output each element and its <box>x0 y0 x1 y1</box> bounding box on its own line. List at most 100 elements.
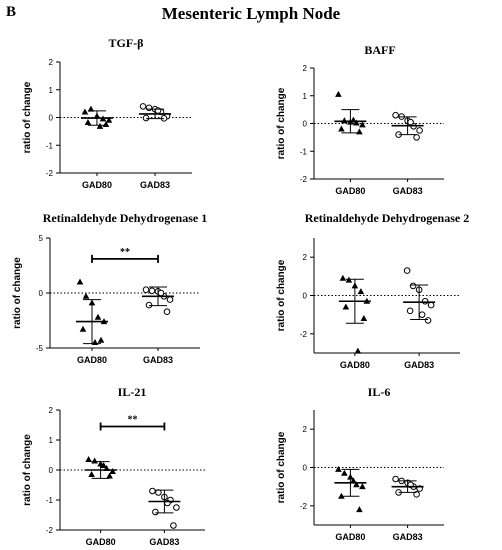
data-point-circle <box>416 127 423 134</box>
data-point-triangle <box>88 471 95 477</box>
data-point-triangle <box>105 116 113 123</box>
data-point-triangle <box>357 288 365 295</box>
y-axis-label: ratio of change <box>22 81 33 153</box>
x-tick-label: GAD80 <box>335 186 365 196</box>
chart-title: IL-21 <box>118 385 147 399</box>
data-point-circle <box>403 267 411 274</box>
data-point-circle <box>424 317 432 324</box>
data-point-circle <box>145 104 153 112</box>
y-tick-label: 1 <box>49 436 54 445</box>
x-tick-label: GAD83 <box>143 355 173 365</box>
x-tick-label: GAD80 <box>82 180 112 190</box>
data-point-triangle <box>106 472 113 479</box>
data-point-circle <box>170 522 177 529</box>
data-point-triangle <box>335 90 342 97</box>
chart-title: IL-6 <box>368 385 391 399</box>
y-axis-label: ratio of change <box>276 87 287 159</box>
data-point-triangle <box>359 121 366 128</box>
y-tick-label: 0 <box>49 114 54 123</box>
data-point-triangle <box>96 122 104 129</box>
data-point-triangle <box>84 118 92 125</box>
data-point-circle <box>413 491 420 498</box>
y-tick-label: -1 <box>46 141 54 150</box>
y-tick-label: -2 <box>300 175 308 184</box>
data-point-circle <box>152 508 159 516</box>
data-point-circle <box>139 103 147 110</box>
chart-title: Retinaldehyde Dehydrogenase 1 <box>43 211 207 225</box>
data-point-triangle <box>97 336 105 343</box>
significance-label: ** <box>128 415 138 426</box>
y-tick-label: -2 <box>300 330 308 339</box>
x-tick-label: GAD83 <box>393 186 423 196</box>
data-point-circle <box>142 114 150 122</box>
data-point-circle <box>163 308 171 316</box>
x-tick-label: GAD80 <box>77 355 107 365</box>
y-tick-label: -2 <box>300 502 308 511</box>
y-tick-label: 1 <box>303 92 308 101</box>
y-tick-label: 1 <box>49 86 54 95</box>
data-point-circle <box>166 296 174 303</box>
data-point-circle <box>421 297 429 305</box>
panel-letter: B <box>6 4 17 20</box>
data-point-circle <box>407 118 414 126</box>
y-tick-label: -2 <box>46 526 54 535</box>
y-tick-label: 2 <box>49 406 54 415</box>
data-point-triangle <box>94 313 102 320</box>
data-point-triangle <box>354 347 362 354</box>
x-tick-label: GAD83 <box>393 532 423 542</box>
y-tick-label: -1 <box>46 496 54 505</box>
y-tick-label: 0 <box>303 292 308 301</box>
data-point-circle <box>406 307 414 315</box>
data-point-triangle <box>341 469 348 476</box>
y-axis-label: ratio of change <box>22 434 33 506</box>
y-tick-label: 2 <box>303 64 308 73</box>
data-point-triangle <box>360 315 368 321</box>
data-point-triangle <box>350 477 357 484</box>
data-point-circle <box>149 487 156 495</box>
data-point-circle <box>148 287 156 295</box>
data-point-circle <box>145 301 153 309</box>
data-point-circle <box>418 311 426 318</box>
y-tick-label: -1 <box>300 147 308 156</box>
data-point-circle <box>142 286 150 294</box>
data-point-triangle <box>359 483 366 490</box>
y-tick-label: 0 <box>303 120 308 129</box>
y-axis-label: ratio of change <box>12 257 23 329</box>
data-point-triangle <box>100 462 107 468</box>
y-tick-label: 5 <box>39 234 44 243</box>
data-point-circle <box>173 504 180 511</box>
x-tick-label: GAD80 <box>340 360 370 370</box>
y-axis-label: ratio of change <box>276 431 287 503</box>
y-axis-label: ratio of change <box>276 259 287 331</box>
data-point-circle <box>157 289 165 297</box>
y-tick-label: 2 <box>303 425 308 434</box>
data-point-circle <box>427 301 435 309</box>
data-point-triangle <box>339 274 347 281</box>
data-point-circle <box>154 107 162 114</box>
significance-label: ** <box>120 247 130 258</box>
figure-title: Mesenteric Lymph Node <box>161 4 341 23</box>
data-point-triangle <box>87 105 95 112</box>
y-tick-label: 2 <box>303 253 308 262</box>
chart-title: BAFF <box>364 43 395 57</box>
data-point-triangle <box>338 125 345 132</box>
y-tick-label: -2 <box>46 169 54 178</box>
x-tick-label: GAD83 <box>140 180 170 190</box>
data-point-circle <box>392 475 399 483</box>
data-point-triangle <box>109 468 116 474</box>
data-point-circle <box>392 111 399 119</box>
data-point-triangle <box>335 465 342 472</box>
data-point-triangle <box>76 278 84 285</box>
y-tick-label: 0 <box>303 464 308 473</box>
data-point-triangle <box>79 325 87 332</box>
data-point-triangle <box>82 292 90 299</box>
y-tick-label: 0 <box>49 466 54 475</box>
data-point-triangle <box>341 117 348 124</box>
x-tick-label: GAD80 <box>86 537 116 547</box>
data-point-triangle <box>342 303 350 310</box>
data-point-triangle <box>85 456 92 462</box>
data-point-triangle <box>81 108 89 115</box>
x-tick-label: GAD80 <box>335 532 365 542</box>
data-point-circle <box>409 282 417 290</box>
